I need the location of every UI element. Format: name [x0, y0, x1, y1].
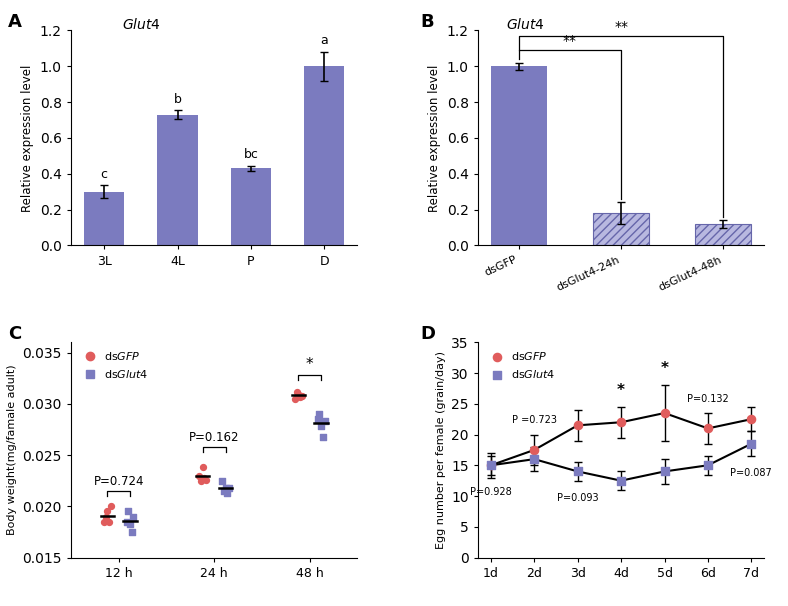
Point: [124, 519, 136, 528]
ds$\it{GFP}$: [571, 421, 584, 430]
Point: [318, 416, 331, 426]
ds$\it{Glut4}$: [615, 476, 627, 485]
Text: A: A: [8, 13, 22, 31]
Text: b: b: [173, 93, 181, 105]
Point: [296, 391, 308, 401]
Bar: [304, 66, 344, 245]
ds$\it{GFP}$: [701, 424, 714, 433]
Text: B: B: [421, 13, 434, 31]
ds$\it{GFP}$: [745, 415, 757, 424]
Point: [102, 517, 115, 527]
Text: D: D: [421, 325, 436, 343]
Y-axis label: Egg number per female (grain/day): Egg number per female (grain/day): [436, 351, 445, 549]
ds$\it{GFP}$: [615, 418, 627, 427]
Point: [219, 483, 232, 493]
ds$\it{Glut4}$: [701, 461, 714, 470]
Text: c: c: [101, 168, 108, 181]
Text: *: *: [306, 357, 314, 372]
Point: [121, 517, 133, 527]
Text: P=0.724: P=0.724: [94, 475, 144, 488]
Point: [193, 471, 206, 481]
Point: [122, 507, 135, 516]
Text: a: a: [321, 35, 328, 47]
Text: **: **: [563, 34, 577, 48]
Text: *: *: [660, 361, 668, 376]
ds$\it{Glut4}$: [528, 454, 541, 464]
Text: P=0.087: P=0.087: [730, 468, 772, 478]
Point: [313, 409, 325, 419]
Bar: [158, 115, 198, 245]
Point: [198, 473, 210, 482]
ds$\it{GFP}$: [658, 408, 671, 418]
Point: [317, 431, 329, 441]
Text: **: **: [614, 20, 628, 34]
Text: $\bf\it{Glut4}$: $\bf\it{Glut4}$: [122, 18, 162, 32]
Text: C: C: [8, 325, 21, 343]
ds$\it{Glut4}$: [745, 439, 757, 448]
Point: [294, 392, 307, 402]
Point: [196, 462, 209, 472]
ds$\it{Glut4}$: [571, 467, 584, 476]
Point: [127, 511, 139, 521]
Text: P=0.132: P=0.132: [687, 394, 729, 404]
Y-axis label: Body weight(mg/famale adult): Body weight(mg/famale adult): [7, 365, 17, 535]
Text: bc: bc: [243, 148, 258, 161]
Text: P=0.093: P=0.093: [557, 493, 598, 503]
Point: [200, 474, 213, 484]
ds$\it{Glut4}$: [658, 467, 671, 476]
Point: [104, 501, 117, 511]
Legend: ds$\it{GFP}$, ds$\it{Glut4}$: ds$\it{GFP}$, ds$\it{Glut4}$: [76, 348, 151, 382]
ds$\it{GFP}$: [485, 461, 497, 470]
Point: [195, 476, 207, 485]
Point: [98, 517, 110, 527]
Point: [288, 394, 301, 404]
ds$\it{Glut4}$: [485, 461, 497, 470]
Point: [221, 488, 233, 498]
Bar: [695, 224, 751, 245]
Bar: [491, 66, 547, 245]
Point: [216, 476, 229, 485]
Text: *: *: [617, 382, 625, 398]
Y-axis label: Relative expression level: Relative expression level: [428, 64, 441, 211]
Point: [311, 415, 324, 424]
Point: [292, 388, 304, 398]
Text: $\bf\it{Glut4}$: $\bf\it{Glut4}$: [507, 18, 545, 32]
Point: [223, 483, 236, 493]
Point: [125, 527, 138, 537]
ds$\it{GFP}$: [528, 445, 541, 454]
Point: [101, 507, 113, 516]
Point: [290, 387, 303, 396]
Legend: ds$\it{GFP}$, ds$\it{Glut4}$: ds$\it{GFP}$, ds$\it{Glut4}$: [483, 348, 558, 382]
Bar: [231, 168, 271, 245]
Text: P =0.723: P =0.723: [511, 415, 557, 425]
Text: P=0.162: P=0.162: [189, 431, 240, 444]
Bar: [84, 191, 125, 245]
Point: [315, 422, 328, 431]
Point: [217, 486, 230, 496]
Point: [99, 511, 112, 521]
Bar: [593, 213, 649, 245]
Y-axis label: Relative expression level: Relative expression level: [21, 64, 35, 211]
Text: P=0.928: P=0.928: [470, 487, 511, 497]
